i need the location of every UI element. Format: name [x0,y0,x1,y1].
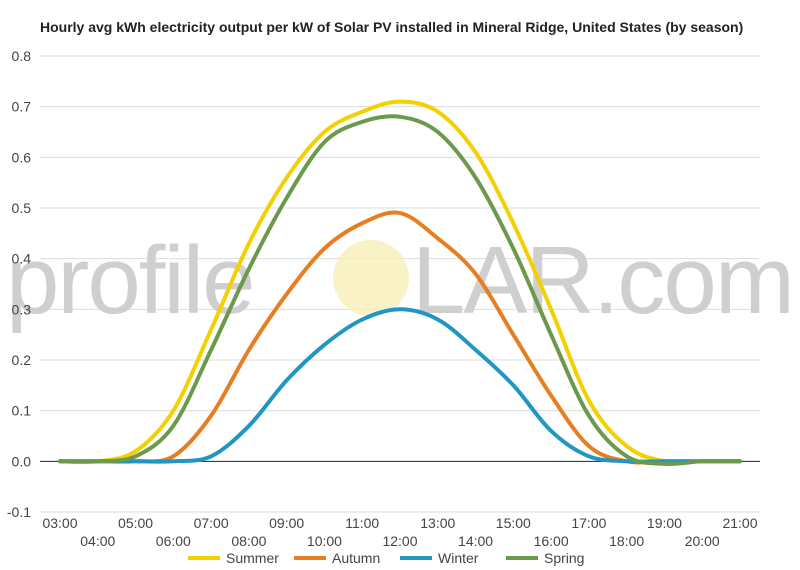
x-tick-label: 04:00 [80,533,115,549]
x-tick-label: 13:00 [420,515,455,531]
chart-title: Hourly avg kWh electricity output per kW… [40,19,744,35]
y-tick-label: 0.3 [12,301,32,317]
y-tick-label: 0.0 [12,453,32,469]
x-tick-label: 21:00 [722,515,757,531]
watermark-right-text: LAR.com [412,227,793,334]
x-axis-tick-labels: 03:0004:0005:0006:0007:0008:0009:0010:00… [42,515,757,549]
x-tick-label: 16:00 [534,533,569,549]
y-tick-label: 0.8 [12,48,32,64]
legend-label-summer: Summer [226,550,279,566]
x-tick-label: 15:00 [496,515,531,531]
x-tick-label: 20:00 [685,533,720,549]
series-lines [58,99,742,467]
y-tick-label: 0.5 [12,200,32,216]
series-line-winter [58,307,742,464]
x-tick-label: 11:00 [345,515,379,531]
y-tick-label: 0.4 [12,251,32,267]
legend-label-autumn: Autumn [332,550,380,566]
x-tick-label: 19:00 [647,515,682,531]
x-tick-label: 14:00 [458,533,493,549]
x-tick-label: 06:00 [156,533,191,549]
series-line-spring [58,114,742,467]
x-tick-label: 09:00 [269,515,304,531]
x-tick-label: 03:00 [42,515,77,531]
y-axis-tick-labels: -0.1 0.0 0.1 0.2 0.3 0.4 0.5 0.6 0.7 0.8 [7,48,31,520]
x-tick-label: 10:00 [307,533,342,549]
x-tick-label: 05:00 [118,515,153,531]
x-tick-label: 12:00 [382,533,417,549]
y-tick-label: 0.2 [12,352,32,368]
y-tick-label: 0.7 [12,99,32,115]
legend: Summer Autumn Winter Spring [188,550,584,566]
legend-label-spring: Spring [544,550,584,566]
x-tick-label: 18:00 [609,533,644,549]
watermark-sun [333,240,409,316]
watermark: profile LAR.com [6,227,795,334]
watermark-left-text: profile [6,227,253,334]
x-tick-label: 08:00 [231,533,266,549]
legend-label-winter: Winter [438,550,479,566]
y-tick-label: 0.6 [12,149,32,165]
x-tick-label: 07:00 [194,515,229,531]
y-tick-label: 0.1 [12,403,32,419]
y-tick-label: -0.1 [7,504,31,520]
x-tick-label: 17:00 [571,515,606,531]
series-line-summer [58,99,742,465]
